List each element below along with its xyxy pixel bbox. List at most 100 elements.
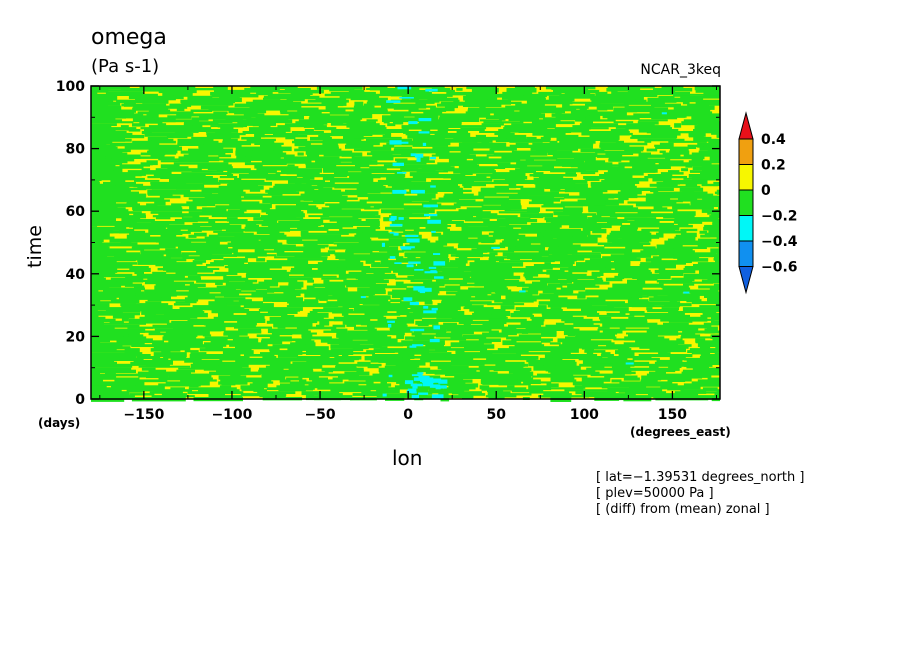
field-band	[533, 264, 573, 268]
field-band	[699, 146, 720, 151]
field-band	[681, 371, 720, 376]
field-band	[598, 326, 610, 329]
field-band	[564, 320, 603, 324]
field-band	[401, 248, 457, 252]
field-band	[594, 277, 603, 282]
field-band	[543, 363, 556, 367]
field-band	[644, 176, 687, 179]
field-band	[343, 279, 389, 283]
x-axis-label: lon	[392, 446, 423, 470]
field-band	[655, 146, 697, 149]
field-band	[396, 316, 423, 320]
field-band	[455, 222, 510, 227]
field-band	[301, 234, 342, 240]
field-band	[256, 258, 266, 262]
field-band	[207, 166, 233, 170]
field-band	[487, 391, 511, 396]
field-band	[91, 148, 131, 153]
field-band	[131, 246, 160, 250]
field-band	[358, 181, 384, 187]
field-band	[646, 193, 656, 198]
field-band	[410, 279, 433, 283]
field-band	[365, 379, 393, 382]
field-band	[356, 226, 381, 230]
field-band	[460, 127, 487, 130]
field-band	[366, 88, 420, 90]
field-band	[154, 258, 187, 262]
field-band	[171, 203, 207, 207]
field-band	[234, 326, 272, 329]
field-band	[198, 389, 240, 392]
field-band	[602, 330, 623, 334]
field-band	[567, 342, 615, 346]
field-band	[395, 185, 428, 190]
field-band	[582, 238, 595, 242]
field-band	[568, 269, 588, 273]
field-band	[629, 367, 680, 371]
field-band	[632, 275, 671, 279]
field-band	[303, 273, 323, 277]
field-band	[188, 289, 242, 293]
field-band	[373, 271, 385, 275]
field-band	[664, 303, 692, 307]
field-band	[564, 389, 609, 392]
field-patch	[409, 301, 419, 306]
field-band	[166, 134, 188, 139]
field-band	[91, 89, 143, 92]
field-band	[213, 230, 244, 233]
field-band	[214, 271, 238, 275]
field-patch	[414, 153, 424, 158]
field-band	[357, 277, 384, 281]
field-band	[91, 205, 118, 208]
field-band	[314, 222, 354, 226]
field-band	[586, 297, 639, 300]
field-band	[140, 127, 161, 130]
field-band	[612, 240, 640, 243]
field-band	[323, 170, 348, 173]
field-band	[435, 221, 464, 224]
field-patch	[433, 261, 446, 266]
field-band	[584, 348, 594, 351]
field-band	[659, 226, 680, 231]
field-band	[91, 115, 126, 119]
field-band	[596, 154, 623, 158]
field-band	[685, 181, 698, 187]
field-band	[557, 215, 588, 220]
field-band	[372, 354, 415, 359]
field-band	[455, 293, 488, 297]
field-band	[661, 285, 689, 289]
field-band	[187, 295, 216, 300]
field-band	[385, 393, 428, 398]
field-patch	[398, 217, 404, 220]
field-band	[412, 144, 449, 147]
field-band	[133, 226, 166, 230]
field-band	[303, 242, 318, 247]
field-patch	[406, 264, 414, 268]
field-band	[673, 332, 696, 335]
field-band	[275, 172, 311, 175]
field-band	[665, 156, 705, 160]
field-band	[236, 156, 281, 161]
field-band	[234, 111, 258, 115]
field-band	[91, 359, 115, 363]
field-patch	[397, 172, 407, 174]
field-band	[294, 138, 308, 143]
field-band	[147, 191, 166, 196]
field-band	[669, 150, 690, 155]
field-band	[481, 123, 504, 126]
field-band	[373, 342, 404, 347]
field-band	[91, 156, 106, 159]
field-band	[190, 109, 213, 112]
field-band	[91, 189, 131, 195]
field-band	[91, 381, 145, 386]
field-band	[466, 86, 496, 90]
field-band	[269, 158, 311, 163]
field-band	[699, 356, 720, 358]
field-band	[683, 154, 720, 157]
field-band	[581, 307, 629, 312]
field-band	[260, 144, 282, 147]
field-band	[594, 203, 619, 206]
field-band	[261, 160, 312, 164]
field-band	[323, 152, 363, 157]
field-band	[255, 254, 277, 257]
